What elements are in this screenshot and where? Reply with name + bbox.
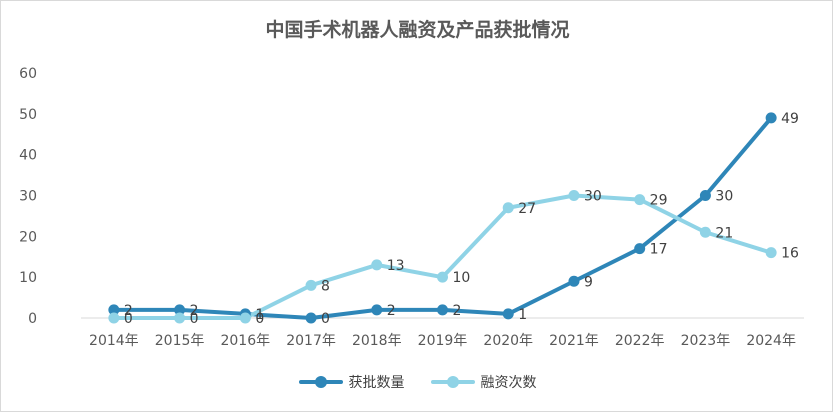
x-tick-label: 2020年	[483, 333, 533, 349]
data-label: 1	[518, 307, 527, 323]
data-label: 29	[650, 193, 668, 209]
data-point	[174, 312, 186, 324]
data-point	[437, 304, 448, 316]
data-point	[634, 243, 646, 255]
data-point	[174, 304, 186, 316]
data-label: 21	[715, 225, 733, 241]
data-point	[699, 226, 711, 238]
x-tick-label: 2017年	[286, 333, 336, 349]
x-tick-label: 2022年	[615, 333, 665, 349]
data-point	[108, 304, 120, 316]
data-label: 49	[781, 111, 799, 127]
data-point	[239, 312, 251, 324]
data-label: 13	[387, 258, 405, 274]
data-label: 0	[124, 311, 133, 327]
data-label: 17	[650, 242, 668, 258]
data-label: 16	[781, 246, 799, 262]
y-tick-label: 10	[19, 270, 37, 286]
data-point	[699, 190, 711, 201]
legend-label-financing: 融资次数	[480, 375, 537, 391]
y-tick-label: 40	[19, 148, 37, 164]
data-point	[765, 247, 777, 259]
x-tick-label: 2024年	[746, 333, 796, 349]
data-point	[502, 308, 514, 320]
data-label: 2	[124, 303, 133, 319]
legend: 获批数量 融资次数	[1, 372, 833, 392]
y-tick-label: 20	[19, 229, 37, 245]
series-line	[111, 193, 774, 320]
data-label: 1	[255, 307, 264, 323]
data-label: 30	[584, 189, 602, 205]
data-label: 0	[255, 311, 264, 327]
legend-swatch-approvals	[298, 376, 343, 388]
x-tick-label: 2014年	[89, 333, 139, 349]
data-label: 2	[387, 303, 396, 319]
data-point	[305, 279, 317, 291]
data-label: 30	[715, 189, 733, 205]
legend-label-approvals: 获批数量	[348, 375, 405, 391]
data-point	[568, 275, 580, 287]
data-label: 8	[321, 278, 330, 294]
x-tick-label: 2016年	[220, 333, 270, 349]
x-tick-label: 2019年	[418, 333, 468, 349]
data-label: 0	[321, 311, 330, 327]
legend-swatch-financing	[430, 376, 475, 388]
data-label: 2	[453, 303, 462, 319]
chart-title: 中国手术机器人融资及产品获批情况	[265, 19, 570, 41]
legend-item-approvals: 获批数量	[298, 372, 405, 392]
data-label: 9	[584, 274, 593, 290]
y-tick-label: 50	[19, 107, 37, 123]
data-point	[371, 259, 383, 271]
x-tick-label: 2023年	[681, 333, 731, 349]
y-tick-label: 30	[19, 189, 37, 205]
data-point	[305, 312, 317, 324]
data-point	[634, 194, 646, 206]
data-point	[502, 202, 514, 214]
data-point	[568, 190, 580, 201]
data-label: 2	[190, 303, 199, 319]
data-point	[765, 112, 777, 124]
data-point	[371, 304, 383, 316]
data-label: 27	[518, 201, 536, 217]
x-tick-label: 2015年	[155, 333, 205, 349]
data-label: 10	[453, 270, 471, 286]
data-point	[437, 271, 448, 283]
y-tick-label: 0	[28, 311, 37, 327]
data-label: 0	[190, 311, 199, 327]
x-tick-label: 2018年	[352, 333, 402, 349]
x-tick-label: 2021年	[549, 333, 599, 349]
legend-item-financing: 融资次数	[430, 372, 537, 392]
y-tick-label: 60	[19, 66, 37, 82]
data-point	[108, 312, 120, 324]
